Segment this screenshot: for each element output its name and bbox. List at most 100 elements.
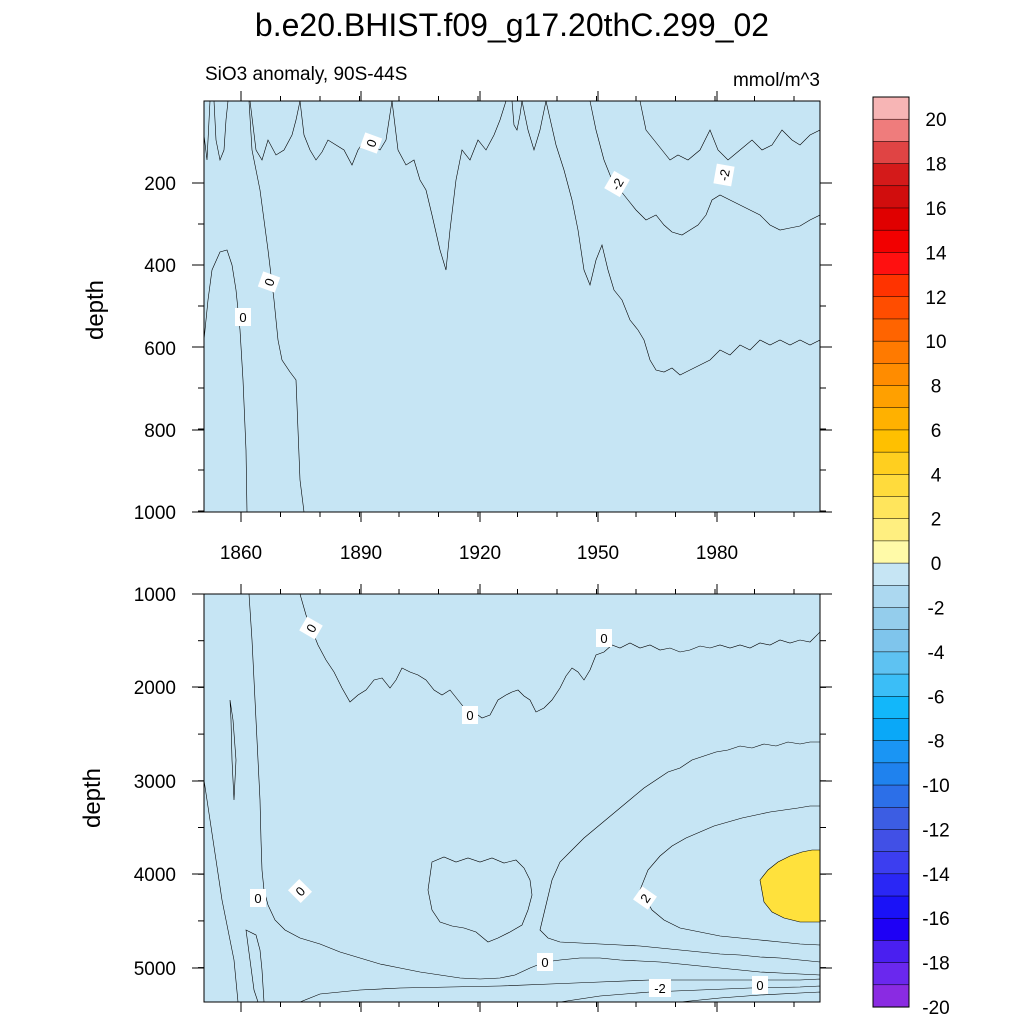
lower-positive-bottom-strip: [245, 929, 265, 1002]
lower-contour-label: 0: [466, 708, 473, 723]
colorbar-swatch: [872, 562, 910, 586]
x-tick-label: 1920: [459, 543, 501, 564]
lower-neg2-layer: [299, 978, 820, 1002]
colorbar-tick-label: 20: [925, 110, 946, 131]
colorbar-tick-label: 0: [931, 554, 942, 575]
lower-y-tick-label: 1000: [134, 585, 176, 606]
x-tick-label: 1980: [696, 543, 738, 564]
lower-neg4-layer: [679, 991, 820, 1002]
upper-background-region: [204, 101, 820, 512]
units-label: mmol/m^3: [733, 70, 820, 91]
lower-contour-label: -2: [654, 981, 666, 996]
colorbar-swatch: [872, 474, 910, 498]
colorbar-swatch: [872, 784, 910, 808]
colorbar-tick-label: -6: [928, 687, 945, 708]
lower-positive-body: [248, 594, 820, 980]
upper-y-axis: depth 200 400 600 800 1000: [82, 174, 176, 524]
lower-tick-marks: [192, 584, 832, 1012]
colorbar-swatch: [872, 940, 910, 964]
colorbar-swatch: [872, 340, 910, 364]
colorbar-tick-label: 12: [925, 288, 946, 309]
colorbar-swatch: [872, 718, 910, 742]
colorbar-swatch: [872, 318, 910, 342]
colorbar: [872, 96, 910, 1008]
lower-y-tick-label: 3000: [134, 772, 176, 793]
upper-contour-label: 0: [261, 276, 278, 288]
colorbar-swatch: [872, 607, 910, 631]
upper-positive-surface-patch: [299, 101, 393, 166]
upper-positive-surface-patch-2: [511, 101, 523, 131]
lower-y-tick-label: 4000: [134, 865, 176, 886]
upper-neg3-region: [589, 101, 820, 236]
colorbar-swatch: [872, 696, 910, 720]
colorbar-swatch: [872, 962, 910, 986]
chart-title: b.e20.BHIST.f09_g17.20thC.299_02: [255, 7, 769, 43]
colorbar-swatch: [872, 873, 910, 897]
lower-positive-wedge: [539, 741, 820, 963]
colorbar-swatch: [872, 651, 910, 675]
colorbar-swatch: [872, 629, 910, 653]
colorbar-tick-label: -14: [922, 865, 950, 886]
colorbar-tick-label: 16: [925, 199, 946, 220]
colorbar-tick-label: -12: [922, 820, 949, 841]
colorbar-swatch: [872, 296, 910, 320]
lower-y-tick-label: 5000: [134, 959, 176, 980]
colorbar-swatch: [872, 895, 910, 919]
upper-y-axis-label: depth: [82, 280, 109, 340]
lower-y-axis: depth 1000 2000 3000 4000 5000: [79, 585, 176, 980]
upper-neg2-region: [249, 101, 820, 376]
upper-positive-band: [204, 101, 305, 512]
colorbar-swatch: [872, 851, 910, 875]
lower-contour-labels: 0 0 0 0 0 2 0 -2: [250, 616, 768, 997]
upper-y-tick-label: 1000: [134, 503, 176, 524]
lower-contour-label: 0: [254, 891, 261, 906]
colorbar-tick-label: 18: [925, 155, 946, 176]
colorbar-swatch: [872, 363, 910, 387]
colorbar-swatch: [872, 984, 910, 1008]
colorbar-tick-label: -18: [922, 954, 949, 975]
upper-y-tick-label: 800: [144, 421, 176, 442]
lower-positive-core: [759, 849, 820, 923]
lower-background-region: [204, 594, 820, 1002]
upper-contour-labels: 0 0 0 -2 -2: [235, 132, 735, 326]
colorbar-swatch: [872, 451, 910, 475]
colorbar-swatch: [872, 185, 910, 209]
lower-positive-left-strip: [229, 699, 237, 801]
lower-panel-fill: [204, 594, 820, 1002]
colorbar-tick-label: -2: [928, 598, 945, 619]
colorbar-swatch: [872, 429, 910, 453]
colorbar-tick-label: -16: [922, 909, 949, 930]
colorbar-swatch: [872, 252, 910, 276]
upper-contour-label: 0: [363, 137, 380, 149]
upper-neg4-region: [639, 101, 820, 161]
colorbar-tick-label: 10: [925, 332, 946, 353]
colorbar-tick-label: 4: [931, 465, 942, 486]
colorbar-swatch: [872, 829, 910, 853]
colorbar-tick-label: 2: [931, 510, 942, 531]
colorbar-tick-label: -4: [928, 643, 945, 664]
upper-y-tick-label: 400: [144, 256, 176, 277]
colorbar-swatch: [872, 118, 910, 142]
colorbar-swatch: [872, 740, 910, 764]
colorbar-swatch: [872, 274, 910, 298]
colorbar-swatch: [872, 385, 910, 409]
upper-contour-label: 0: [239, 310, 246, 325]
colorbar-tick-label: 6: [931, 421, 942, 442]
x-tick-label: 1860: [220, 543, 262, 564]
colorbar-swatch: [872, 207, 910, 231]
x-tick-label: 1950: [577, 543, 619, 564]
lower-plot-frame: [203, 593, 821, 1003]
colorbar-labels: 20181614121086420-2-4-6-8-10-12-14-16-18…: [922, 110, 950, 1019]
colorbar-tick-label: 8: [931, 377, 942, 398]
colorbar-tick-label: -8: [928, 732, 945, 753]
colorbar-swatch: [872, 163, 910, 187]
chart-subtitle: SiO3 anomaly, 90S-44S: [205, 64, 407, 85]
lower-positive-blob: [427, 856, 533, 943]
lower-neg3-layer: [559, 985, 820, 1002]
upper-x-axis: 1860 1890 1920 1950 1980: [220, 543, 738, 564]
colorbar-swatch: [872, 806, 910, 830]
lower-contour-label: 0: [541, 955, 548, 970]
upper-y-tick-label: 600: [144, 339, 176, 360]
lower-contour-label: 0: [756, 978, 763, 993]
